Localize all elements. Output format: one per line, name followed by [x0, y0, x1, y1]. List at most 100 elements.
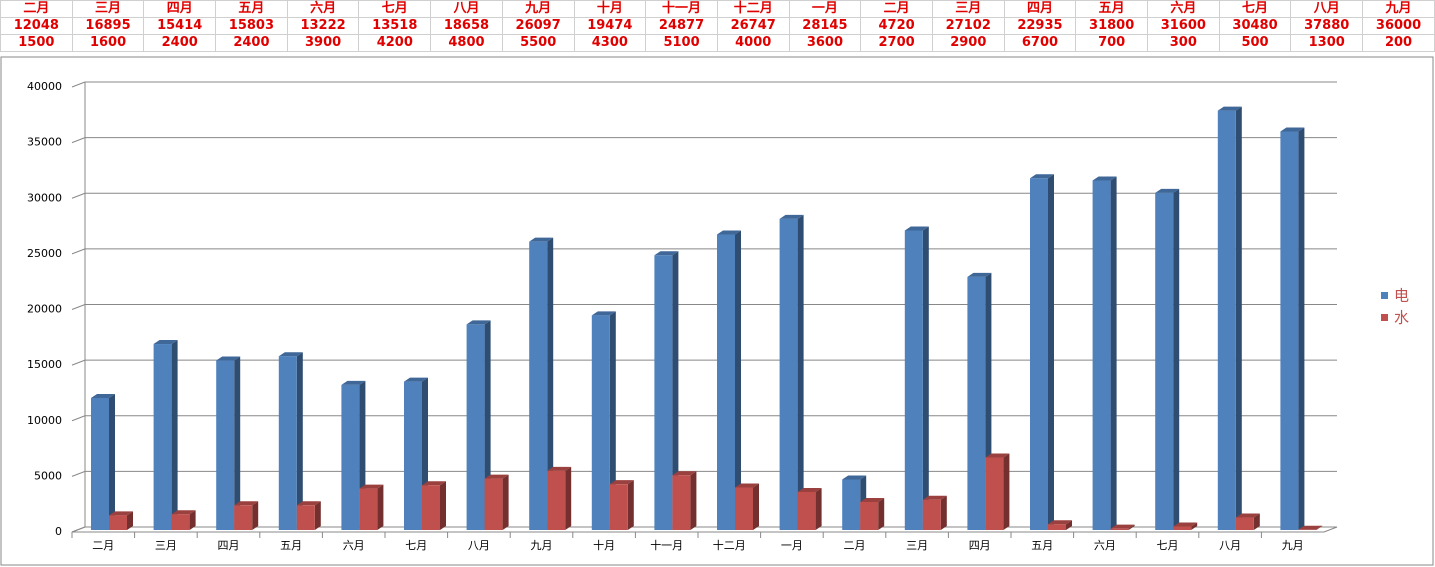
table-cell: 4300: [573, 34, 647, 52]
y-tick-label: 35000: [27, 136, 62, 149]
bar-top: [547, 466, 572, 471]
bar-front: [672, 475, 691, 530]
bar-top: [654, 251, 679, 256]
table-cell: 一月: [788, 0, 862, 18]
y-tick-label: 15000: [27, 358, 62, 371]
bar-side: [753, 483, 759, 530]
y-tick-label: 0: [55, 525, 62, 538]
table-cell: 37880: [1290, 17, 1364, 35]
bar-top: [296, 501, 321, 506]
bar-side: [189, 510, 196, 530]
legend-label: 水: [1394, 309, 1409, 327]
y-tick-label: 20000: [27, 303, 62, 316]
bar-top: [404, 377, 428, 382]
table-cell: 31600: [1147, 17, 1220, 35]
bar-side: [127, 511, 133, 530]
bar-side: [547, 237, 554, 530]
x-tick-label: 七月: [405, 539, 427, 552]
bar-side: [797, 214, 804, 530]
table-cell: 十二月: [716, 0, 790, 18]
x-tick-label: 十二月: [713, 538, 746, 552]
x-tick-label: 七月: [1157, 539, 1179, 552]
bar-side: [1066, 520, 1072, 530]
bar: [860, 497, 885, 530]
table-cell: 36000: [1362, 17, 1435, 35]
bar-front: [171, 514, 190, 530]
bar-top: [1298, 525, 1323, 530]
bar: [278, 352, 303, 530]
bar-front: [860, 501, 879, 530]
table-row: 12048 16895 15414 15803 13222 13518 18658 26097…: [0, 17, 1435, 35]
x-tick-label: 八月: [1219, 539, 1241, 552]
table-cell: 6700: [1003, 34, 1077, 52]
chart: 0 5000 10000 15000 20000 25000 30000 35000 40000…: [0, 56, 1434, 566]
table-row: 1500 1600 2400 2400 3900 4200 4800 5500 4300 5100…: [0, 34, 1435, 52]
bar: [591, 311, 616, 530]
bar-front: [296, 505, 315, 530]
legend-label: 电: [1394, 287, 1409, 305]
bar-front: [153, 344, 172, 530]
table-cell: 四月: [1003, 0, 1077, 18]
bar-front: [591, 315, 610, 530]
grid-line: [71, 415, 86, 422]
bar-side: [234, 356, 241, 530]
bar-side: [314, 501, 321, 530]
bar-top: [922, 495, 947, 500]
table-cell: 2700: [860, 34, 933, 52]
bar-side: [502, 474, 509, 530]
bar-side: [1191, 522, 1198, 530]
bar-front: [717, 234, 735, 530]
bar-top: [797, 487, 822, 492]
table-cell: 18658: [430, 17, 503, 35]
bar-top: [234, 501, 259, 506]
bar: [1030, 174, 1054, 530]
bar-front: [1280, 131, 1299, 530]
table-cell: 2400: [215, 34, 288, 52]
bar-side: [252, 501, 259, 530]
legend-swatch: [1381, 314, 1388, 321]
grid-line: [71, 248, 86, 255]
x-tick-label: 九月: [1282, 539, 1304, 552]
x-tick-label: 六月: [1094, 539, 1116, 552]
bar: [779, 214, 804, 530]
bar-top: [672, 471, 697, 476]
table-cell: 700: [1075, 34, 1148, 52]
bar: [1298, 525, 1323, 530]
table-cell: 5500: [501, 34, 575, 52]
bar-front: [967, 276, 986, 530]
bar-front: [234, 505, 253, 530]
bar: [1110, 524, 1135, 530]
table-cell: 31800: [1075, 17, 1148, 35]
table-cell: 15803: [215, 17, 288, 35]
bar-front: [842, 479, 861, 530]
bar: [296, 501, 321, 530]
bar-front: [466, 324, 485, 530]
bar-front: [1092, 180, 1111, 530]
x-tick-label: 五月: [1031, 539, 1053, 552]
grid-line: [71, 359, 86, 366]
bar-top: [109, 511, 133, 516]
table-cell: 五月: [1075, 0, 1148, 18]
bar-top: [1092, 176, 1117, 181]
bar: [1217, 106, 1242, 531]
table-cell: 二月: [0, 0, 73, 18]
table-cell: 九月: [501, 0, 575, 18]
table-cell: 16895: [71, 17, 145, 35]
y-tick-label: 10000: [27, 414, 62, 427]
bar: [91, 393, 115, 530]
bar-side: [922, 226, 929, 531]
bar: [547, 466, 572, 530]
bar-side: [1253, 513, 1260, 530]
bar: [216, 356, 241, 530]
bar-top: [529, 237, 554, 242]
data-table: 二月 三月 四月 五月 六月 七月 八月 九月 十月 十一月 十二月 一月 二月 三月 四月 五月 六月 七月 八月…: [0, 0, 1435, 52]
table-cell: 30480: [1218, 17, 1292, 35]
bar: [484, 474, 509, 530]
bar-front: [1217, 110, 1236, 531]
table-cell: 十一月: [645, 0, 718, 18]
bar-front: [1173, 526, 1192, 530]
bar: [609, 480, 634, 530]
bar-front: [654, 255, 673, 530]
x-tick-label: 十月: [593, 538, 615, 552]
table-cell: 28145: [788, 17, 862, 35]
